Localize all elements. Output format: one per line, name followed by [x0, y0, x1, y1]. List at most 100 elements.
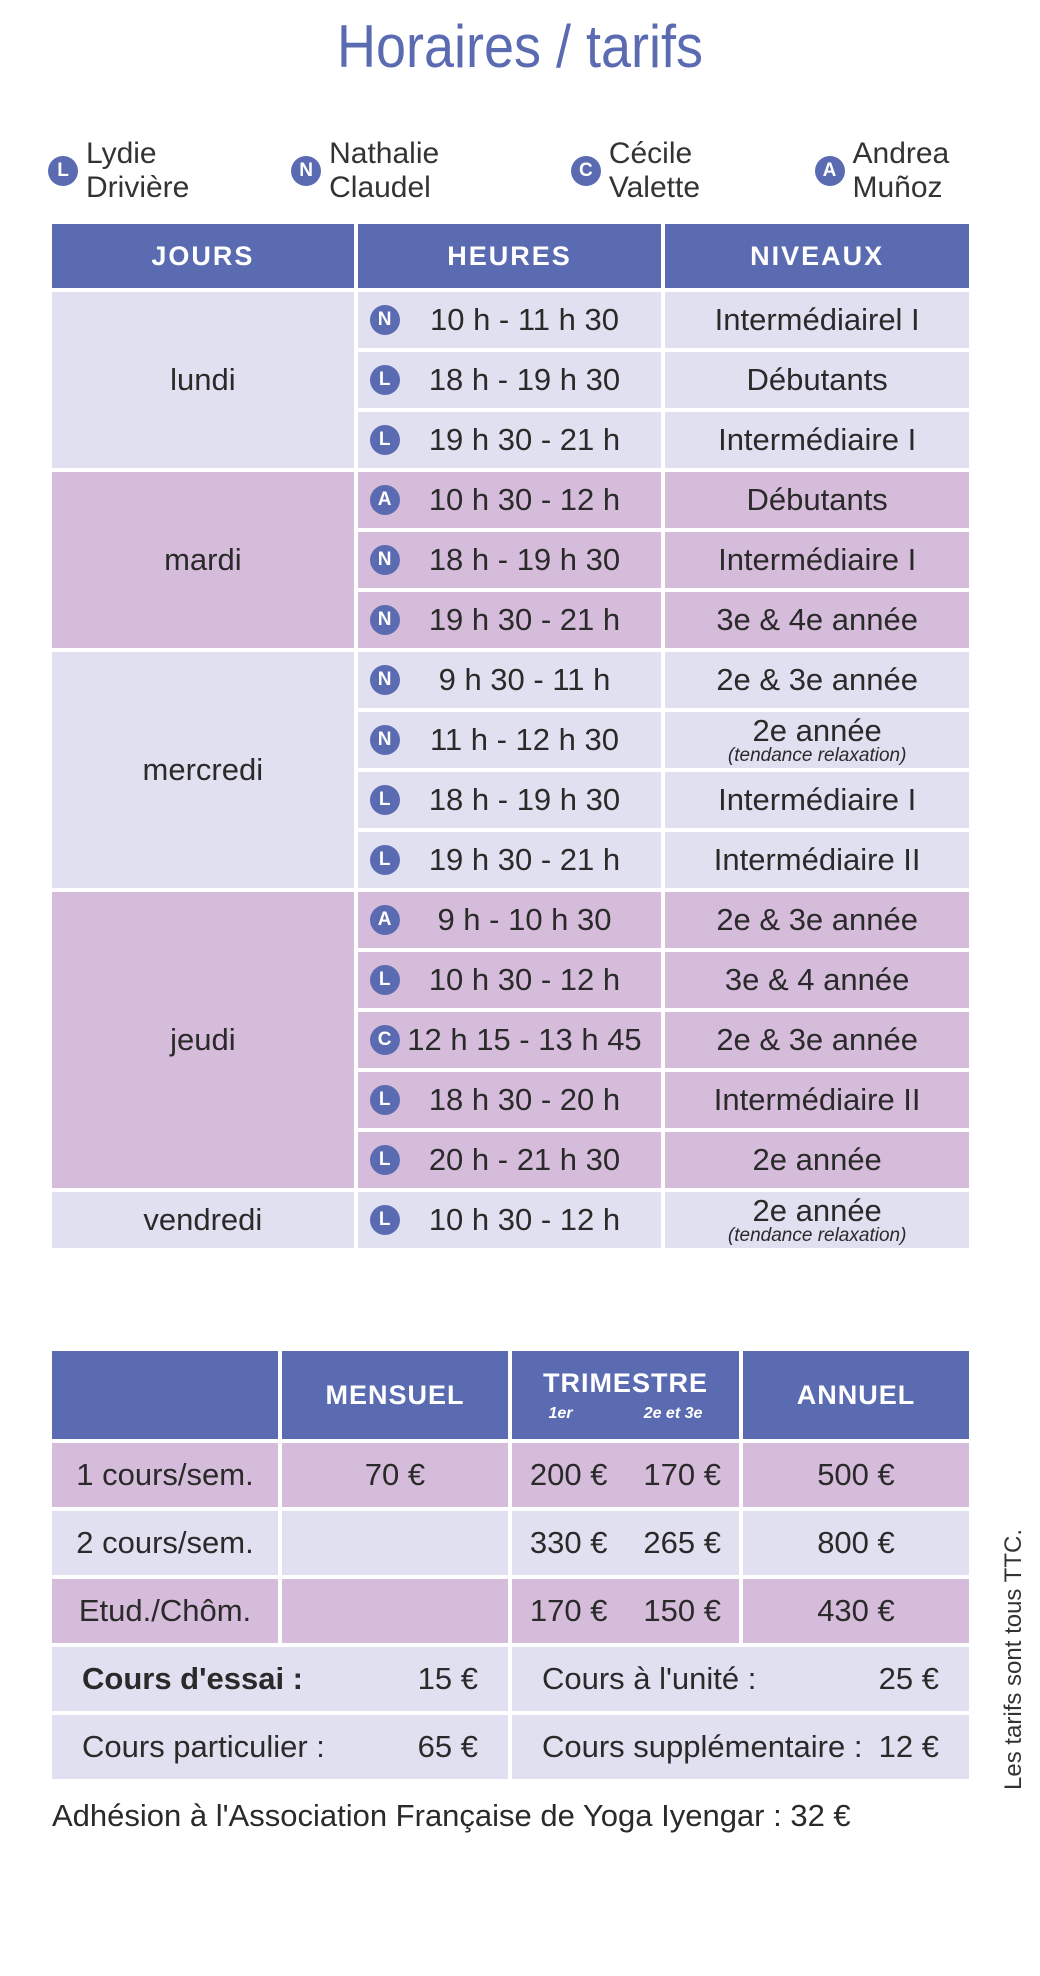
hours-text: 9 h 30 - 11 h	[438, 662, 611, 697]
tax-note: Les tarifs sont tous TTC.	[1000, 1529, 1027, 1790]
legend-item: C Cécile Valette	[570, 137, 785, 205]
level-text: 3e & 4 année	[724, 962, 910, 997]
hours-text: 19 h 30 - 21 h	[428, 842, 621, 877]
pricing-row: 2 cours/sem. 330 € 265 € 800 €	[52, 1511, 969, 1575]
teacher-name: Andrea Muñoz	[852, 137, 950, 204]
schedule-row: lundi N 10 h - 11 h 30 Intermédiairel I	[52, 292, 969, 468]
level-cell: Débutants	[665, 352, 969, 408]
price-annuel: 800 €	[742, 1511, 969, 1575]
level-text: Intermédiaire II	[713, 1082, 921, 1117]
price-annuel: 500 €	[742, 1443, 969, 1507]
hours-cell: N 11 h - 12 h 30	[357, 712, 662, 768]
header-mensuel: MENSUEL	[281, 1351, 508, 1439]
schedule-row: N 11 h - 12 h 30 2e année (tendance relaxat…	[52, 712, 969, 768]
level-cell: 3e & 4e année	[665, 592, 969, 648]
extra-left-cell: Cours particulier : 65 €	[52, 1715, 508, 1779]
level-note: (tendance relaxation)	[727, 1225, 907, 1246]
level-text: Intermédiaire I	[718, 422, 917, 457]
hours-cell: L 10 h 30 - 12 h	[357, 1192, 662, 1248]
teacher-badge-icon: A	[814, 156, 845, 186]
pricing-label: 1 cours/sem.	[52, 1443, 278, 1507]
extra-right-cell: Cours à l'unité : 25 €	[511, 1647, 969, 1711]
legend-item: N Nathalie Claudel	[291, 137, 541, 205]
price-trimestre-next: 150 €	[643, 1593, 721, 1628]
price-mensuel: 70 €	[281, 1443, 508, 1507]
price-trimestre-first: 330 €	[529, 1525, 608, 1560]
price-trimestre: 200 € 170 €	[511, 1443, 739, 1507]
schedule-row: L 19 h 30 - 21 h Intermédiaire I	[52, 412, 969, 468]
level-text: Intermédiaire II	[713, 842, 921, 877]
day-cell: vendredi	[52, 1192, 354, 1248]
level-cell: 2e année (tendance relaxation)	[665, 1192, 969, 1248]
extra-left-label: Cours d'essai :	[82, 1661, 303, 1696]
teacher-badge-icon: N	[369, 725, 400, 755]
teacher-badge-icon: L	[369, 1085, 400, 1115]
level-note: (tendance relaxation)	[727, 745, 907, 766]
price-mensuel	[281, 1579, 508, 1643]
schedule-row: L 18 h - 19 h 30 Débutants	[52, 352, 969, 408]
teacher-badge-icon: A	[369, 485, 400, 515]
teacher-badge-icon: L	[369, 845, 400, 875]
price-trimestre-first: 200 €	[529, 1457, 608, 1492]
hours-cell: L 20 h - 21 h 30	[357, 1132, 662, 1188]
schedule-row: vendredi L 10 h 30 - 12 h 2e année (tendance…	[52, 1192, 969, 1248]
hours-cell: N 9 h 30 - 11 h	[357, 652, 662, 708]
level-text: 2e année	[752, 1193, 882, 1228]
level-text: Débutants	[746, 362, 888, 397]
schedule-row: mercredi N 9 h 30 - 11 h 2e & 3e année	[52, 652, 969, 888]
hours-cell: L 19 h 30 - 21 h	[357, 412, 662, 468]
teacher-badge-icon: N	[291, 156, 322, 186]
page-title: Horaires / tarifs	[336, 13, 704, 80]
schedule-header-row: JOURS HEURES NIVEAUX	[52, 224, 969, 288]
hours-text: 19 h 30 - 21 h	[428, 602, 621, 637]
teacher-badge-icon: N	[369, 545, 400, 575]
hours-text: 12 h 15 - 13 h 45	[407, 1022, 642, 1057]
hours-text: 10 h - 11 h 30	[429, 302, 619, 337]
level-text: 3e & 4e année	[716, 602, 918, 637]
hours-cell: L 18 h - 19 h 30	[357, 772, 662, 828]
level-text: 2e & 3e année	[716, 1022, 918, 1057]
trimestre-sub-second: 2e et 3e	[643, 1404, 703, 1422]
level-text: 2e année	[752, 713, 882, 748]
hours-cell: C 12 h 15 - 13 h 45	[357, 1012, 662, 1068]
price-trimestre: 330 € 265 €	[511, 1511, 739, 1575]
extra-pricing-row: Cours d'essai : 15 € Cours à l'unité : 25 €	[52, 1647, 969, 1711]
teacher-badge-icon: C	[369, 1025, 400, 1055]
level-text: Intermédiaire I	[718, 542, 917, 577]
teacher-legend: L Lydie Drivière N Nathalie Claudel C Cécile …	[48, 137, 1040, 204]
teacher-badge-icon: L	[369, 425, 400, 455]
schedule-row: L 20 h - 21 h 30 2e année	[52, 1132, 969, 1188]
teacher-badge-icon: L	[369, 1145, 400, 1175]
teacher-badge-icon: A	[369, 905, 400, 935]
level-cell: 2e année (tendance relaxation)	[665, 712, 969, 768]
header-niveaux: NIVEAUX	[665, 224, 969, 288]
level-cell: Intermédiaire II	[665, 1072, 969, 1128]
hours-cell: L 18 h - 19 h 30	[357, 352, 662, 408]
hours-cell: A 9 h - 10 h 30	[357, 892, 662, 948]
extra-left-price: 65 €	[417, 1729, 478, 1764]
level-text: Intermédiairel I	[714, 302, 920, 337]
teacher-badge-icon: L	[369, 1205, 400, 1235]
hours-text: 20 h - 21 h 30	[428, 1142, 621, 1177]
level-cell: Intermédiaire I	[665, 772, 969, 828]
extra-right-price: 12 €	[878, 1729, 939, 1764]
hours-text: 10 h 30 - 12 h	[428, 962, 621, 997]
level-cell: 2e & 3e année	[665, 652, 969, 708]
extra-right-price: 25 €	[878, 1661, 939, 1696]
day-cell: jeudi	[52, 892, 354, 1188]
schedule-row: L 18 h - 19 h 30 Intermédiaire I	[52, 772, 969, 828]
schedule-row: C 12 h 15 - 13 h 45 2e & 3e année	[52, 1012, 969, 1068]
schedule-row: L 10 h 30 - 12 h 3e & 4 année	[52, 952, 969, 1008]
teacher-badge-icon: L	[48, 156, 78, 186]
hours-cell: N 10 h - 11 h 30	[357, 292, 662, 348]
pricing-label: 2 cours/sem.	[52, 1511, 278, 1575]
level-text: 2e & 3e année	[716, 902, 918, 937]
level-cell: 2e & 3e année	[665, 1012, 969, 1068]
level-cell: Intermédiaire I	[665, 412, 969, 468]
level-cell: Intermédiaire I	[665, 532, 969, 588]
extra-right-label: Cours à l'unité :	[541, 1661, 757, 1696]
level-text: 2e & 3e année	[716, 662, 918, 697]
hours-text: 11 h - 12 h 30	[429, 722, 619, 757]
pricing-header-row: MENSUEL TRIMESTRE 1er 2e et 3e ANNUEL	[52, 1351, 969, 1439]
trimestre-sub-first: 1er	[548, 1404, 573, 1422]
